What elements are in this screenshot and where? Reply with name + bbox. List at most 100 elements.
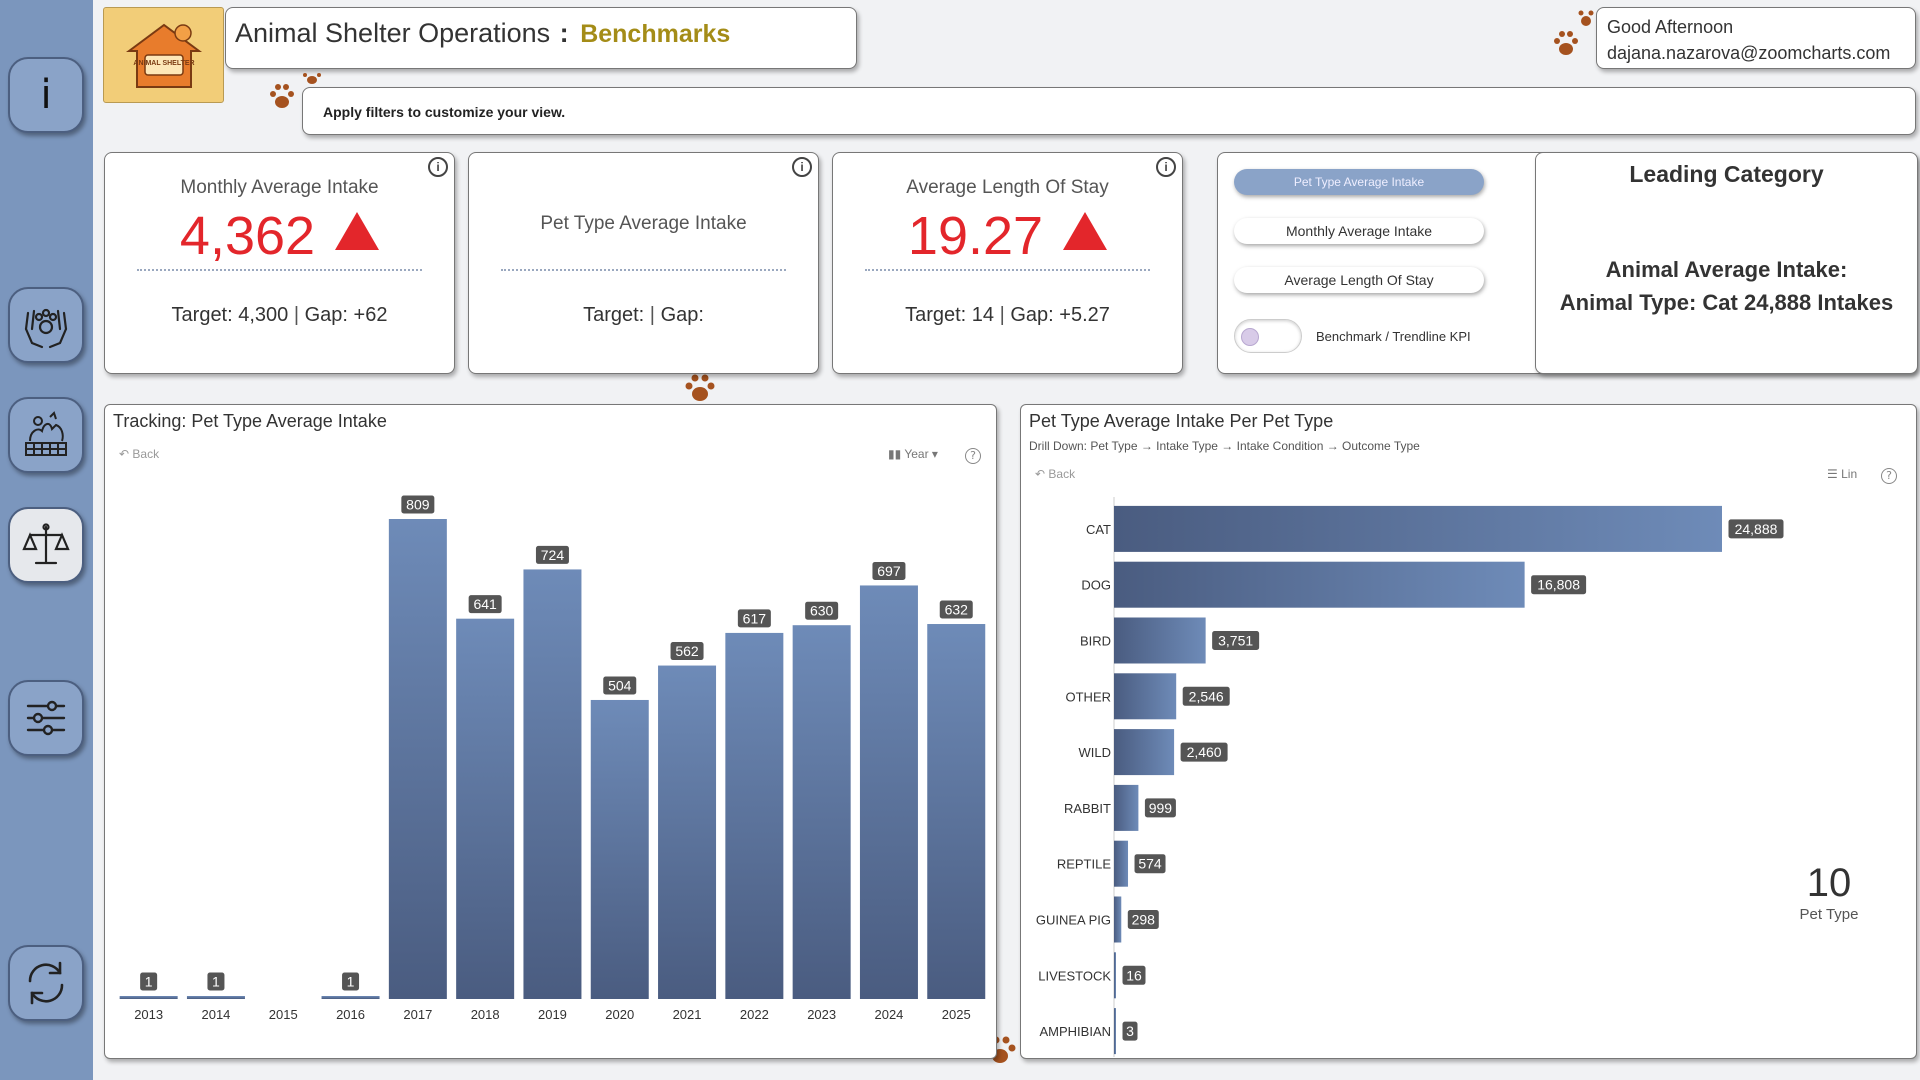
per-type-bar-chart[interactable]: CAT 24,888 DOG 16,808 BIRD 3,751 OTHER 2,546 WIL… bbox=[1021, 477, 1916, 1057]
y-tick-label: WILD bbox=[1079, 745, 1112, 760]
back-button[interactable]: ↶ Back bbox=[1035, 467, 1076, 481]
data-label: 809 bbox=[400, 494, 436, 515]
back-button[interactable]: ↶ Back bbox=[119, 447, 160, 461]
data-label: 298 bbox=[1126, 909, 1160, 930]
data-label: 1 bbox=[139, 971, 159, 992]
svg-text:16: 16 bbox=[1126, 967, 1142, 983]
help-icon[interactable]: ? bbox=[965, 448, 981, 464]
leading-value: Animal Average Intake: Animal Type: Cat … bbox=[1559, 257, 1894, 315]
paw-print-icon bbox=[270, 73, 321, 108]
logo-text: ANIMAL SHELTER bbox=[133, 60, 194, 67]
bar[interactable] bbox=[1114, 561, 1525, 608]
shelter-page-button[interactable] bbox=[8, 397, 84, 473]
trend-up-icon bbox=[335, 212, 380, 250]
info-icon[interactable]: i bbox=[428, 157, 448, 177]
scales-icon bbox=[22, 523, 70, 565]
benchmark-trendline-toggle[interactable] bbox=[1234, 319, 1302, 353]
bar[interactable] bbox=[119, 996, 178, 999]
x-tick-label: 2013 bbox=[134, 1007, 163, 1022]
svg-text:617: 617 bbox=[743, 610, 767, 626]
user-email: dajana.nazarova@zoomcharts.com bbox=[1607, 43, 1891, 63]
kpi-value: 19.27 bbox=[833, 205, 1182, 267]
kpi-target-gap: Target: | Gap: bbox=[583, 304, 704, 326]
bar[interactable] bbox=[1114, 896, 1122, 943]
page-title: Animal Shelter Operations : Benchmarks bbox=[225, 7, 857, 69]
data-label: 16,808 bbox=[1530, 574, 1588, 596]
data-label: 697 bbox=[871, 560, 907, 581]
x-tick-label: 2021 bbox=[673, 1007, 702, 1022]
bar[interactable] bbox=[590, 699, 649, 999]
bar[interactable] bbox=[1114, 505, 1722, 552]
y-tick-label: OTHER bbox=[1066, 689, 1112, 704]
refresh-button[interactable] bbox=[8, 945, 84, 1021]
x-tick-label: 2014 bbox=[201, 1007, 230, 1022]
benchmarks-page-button[interactable] bbox=[8, 507, 84, 583]
svg-text:16,808: 16,808 bbox=[1537, 577, 1580, 593]
scale-selector[interactable]: ☰ Lin bbox=[1827, 467, 1858, 481]
bar[interactable] bbox=[388, 519, 447, 999]
kpi-divider bbox=[501, 269, 786, 271]
y-tick-label: AMPHIBIAN bbox=[1039, 1024, 1111, 1039]
svg-text:999: 999 bbox=[1149, 800, 1173, 816]
bar[interactable] bbox=[1114, 1008, 1116, 1055]
svg-text:697: 697 bbox=[877, 563, 901, 579]
filters-button[interactable] bbox=[8, 680, 84, 756]
leading-category-card: Leading Category Animal Average Intake: … bbox=[1535, 152, 1918, 374]
x-tick-label: 2015 bbox=[269, 1007, 298, 1022]
svg-text:298: 298 bbox=[1132, 912, 1156, 928]
data-label: 16 bbox=[1121, 964, 1147, 986]
y-tick-label: DOG bbox=[1081, 578, 1111, 593]
bar[interactable] bbox=[1114, 673, 1177, 720]
option-pet-type-average-intake[interactable]: Pet Type Average Intake bbox=[1234, 169, 1484, 195]
period-selector[interactable]: ▮▮ Year ▾ bbox=[888, 447, 938, 461]
bar[interactable] bbox=[1114, 729, 1175, 776]
sliders-icon bbox=[26, 700, 66, 736]
tracking-bar-chart[interactable]: 1 2013 1 2014 2015 1 2016 809 2017 641 2018 724 2019… bbox=[105, 459, 996, 1059]
y-tick-label: LIVESTOCK bbox=[1038, 968, 1111, 983]
svg-text:3: 3 bbox=[1126, 1023, 1134, 1039]
bar[interactable] bbox=[186, 996, 245, 999]
hands-paw-icon bbox=[24, 308, 68, 349]
option-average-length-of-stay[interactable]: Average Length Of Stay bbox=[1234, 267, 1484, 293]
info-icon[interactable]: i bbox=[1156, 157, 1176, 177]
toggle-knob bbox=[1241, 328, 1259, 346]
user-greeting: Good Afternoon dajana.nazarova@zoomchart… bbox=[1596, 7, 1916, 69]
paw-print-icon bbox=[1554, 10, 1594, 55]
greeting-text: Good Afternoon bbox=[1607, 17, 1734, 37]
bar[interactable] bbox=[1114, 840, 1129, 887]
bar[interactable] bbox=[1114, 952, 1116, 999]
bar[interactable] bbox=[859, 585, 918, 999]
svg-text:632: 632 bbox=[945, 602, 969, 618]
info-icon[interactable]: i bbox=[792, 157, 812, 177]
bar[interactable] bbox=[456, 618, 515, 999]
bar[interactable] bbox=[927, 624, 986, 999]
bar[interactable] bbox=[792, 625, 851, 999]
kpi-target-gap: Target: 14 | Gap: +5.27 bbox=[905, 304, 1110, 326]
bar[interactable] bbox=[523, 569, 582, 999]
page-title-main: Animal Shelter Operations bbox=[235, 18, 551, 48]
help-icon[interactable]: ? bbox=[1881, 468, 1897, 484]
care-page-button[interactable] bbox=[8, 287, 84, 363]
bar[interactable] bbox=[725, 632, 784, 999]
data-label: 2,460 bbox=[1179, 741, 1229, 763]
svg-text:574: 574 bbox=[1138, 856, 1162, 872]
info-icon: i bbox=[40, 72, 52, 118]
bar[interactable] bbox=[321, 996, 380, 999]
option-monthly-average-intake[interactable]: Monthly Average Intake bbox=[1234, 218, 1484, 244]
svg-text:641: 641 bbox=[473, 596, 497, 612]
page-title-accent: Benchmarks bbox=[580, 20, 731, 48]
bar[interactable] bbox=[1114, 617, 1206, 664]
bar[interactable] bbox=[658, 665, 717, 999]
svg-text:1: 1 bbox=[145, 974, 153, 990]
kpi-label: Monthly Average Intake bbox=[180, 177, 379, 198]
data-label: 504 bbox=[602, 675, 638, 696]
chart-title: Tracking: Pet Type Average Intake bbox=[113, 411, 387, 431]
filter-bar[interactable]: Apply filters to customize your view. bbox=[302, 87, 1916, 135]
toggle-label: Benchmark / Trendline KPI bbox=[1316, 329, 1471, 344]
pet-type-count: 10 bbox=[1806, 861, 1852, 905]
info-button[interactable]: i bbox=[8, 57, 84, 133]
svg-text:809: 809 bbox=[406, 497, 430, 513]
data-label: 999 bbox=[1143, 797, 1177, 819]
y-tick-label: REPTILE bbox=[1057, 857, 1112, 872]
bar[interactable] bbox=[1114, 784, 1139, 831]
